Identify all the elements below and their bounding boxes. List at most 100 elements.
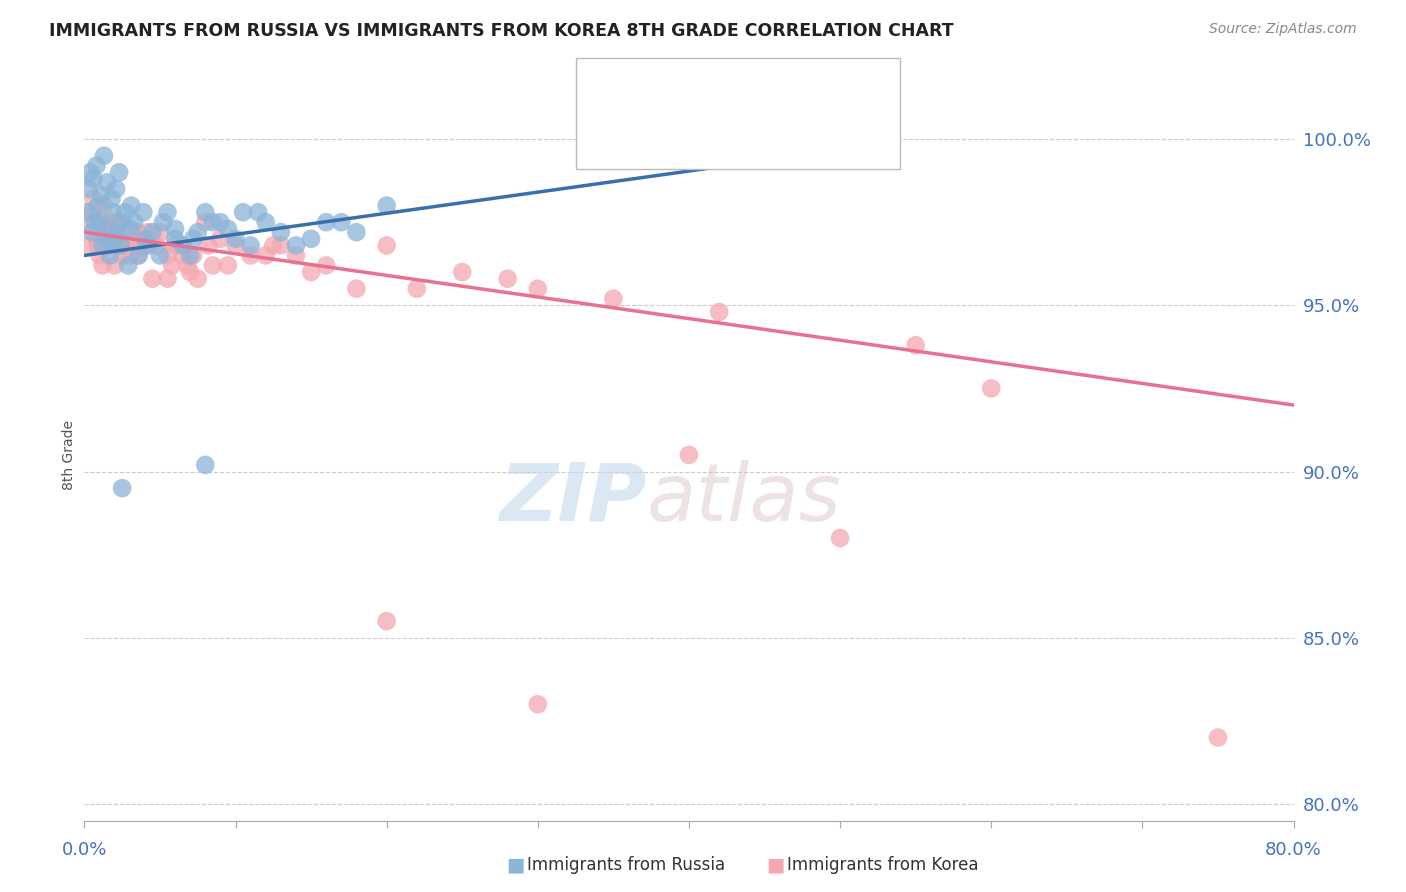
Point xyxy=(108,165,131,179)
Point xyxy=(904,338,927,352)
Point xyxy=(122,215,145,229)
Point xyxy=(127,225,149,239)
Point xyxy=(110,238,132,252)
Point xyxy=(709,305,731,319)
Point xyxy=(254,215,277,229)
Point xyxy=(270,238,292,252)
Point xyxy=(77,182,100,196)
Text: 0.0%: 0.0% xyxy=(62,840,107,859)
Point xyxy=(93,198,115,212)
Point xyxy=(156,248,179,262)
Point xyxy=(107,225,129,239)
Point xyxy=(94,225,117,239)
Point xyxy=(114,205,136,219)
Point xyxy=(149,248,172,262)
Point xyxy=(165,222,187,236)
Point xyxy=(94,232,117,246)
Text: ZIP: ZIP xyxy=(499,459,647,538)
Point xyxy=(82,172,104,186)
Point xyxy=(330,215,353,229)
Point xyxy=(315,259,337,273)
Text: ■: ■ xyxy=(766,855,785,875)
Point xyxy=(225,238,247,252)
Point xyxy=(131,238,153,252)
Point xyxy=(104,232,127,246)
Point xyxy=(108,215,131,229)
Point xyxy=(84,215,107,229)
Text: atlas: atlas xyxy=(647,459,841,538)
Point xyxy=(194,458,217,472)
Point xyxy=(107,232,129,246)
Point xyxy=(156,205,179,219)
Point xyxy=(114,238,136,252)
Point xyxy=(299,232,322,246)
Point xyxy=(176,259,198,273)
Point xyxy=(299,265,322,279)
Point xyxy=(239,238,262,252)
Point xyxy=(100,192,122,206)
Point xyxy=(209,232,232,246)
Point xyxy=(101,205,124,219)
Point xyxy=(105,215,128,229)
Point xyxy=(451,265,474,279)
Point xyxy=(121,232,143,246)
Point xyxy=(315,215,337,229)
Point xyxy=(98,248,121,262)
Point xyxy=(172,248,194,262)
Point xyxy=(232,205,254,219)
Point xyxy=(181,248,204,262)
Point xyxy=(132,205,155,219)
Point xyxy=(346,282,368,296)
Point xyxy=(346,225,368,239)
Y-axis label: 8th Grade: 8th Grade xyxy=(62,420,76,490)
Point xyxy=(201,215,224,229)
Text: ■: ■ xyxy=(600,136,619,155)
Text: ■: ■ xyxy=(506,855,524,875)
Point xyxy=(165,232,187,246)
Text: Immigrants from Russia: Immigrants from Russia xyxy=(527,856,725,874)
Point xyxy=(117,259,139,273)
Point xyxy=(160,259,183,273)
Point xyxy=(201,259,224,273)
Point xyxy=(87,238,110,252)
Point xyxy=(247,205,270,219)
Text: R = -0.180   N = 65: R = -0.180 N = 65 xyxy=(626,136,789,154)
Point xyxy=(93,149,115,163)
Point xyxy=(1206,731,1229,745)
Point xyxy=(128,248,150,262)
Point xyxy=(105,182,128,196)
Point xyxy=(217,259,239,273)
Point xyxy=(197,238,219,252)
Point xyxy=(146,238,169,252)
Point xyxy=(87,198,110,212)
Point xyxy=(120,198,142,212)
Point xyxy=(136,238,159,252)
Point xyxy=(115,238,138,252)
Point xyxy=(97,238,120,252)
Point xyxy=(149,225,172,239)
Point xyxy=(118,222,141,236)
Point xyxy=(76,205,98,219)
Point xyxy=(496,271,519,285)
Text: Immigrants from Korea: Immigrants from Korea xyxy=(787,856,979,874)
Point xyxy=(375,198,398,212)
Point xyxy=(141,225,163,239)
Point xyxy=(165,238,187,252)
Point xyxy=(101,225,124,239)
Point xyxy=(262,238,284,252)
Point xyxy=(127,248,149,262)
Point xyxy=(527,698,550,712)
Point xyxy=(239,248,262,262)
Point xyxy=(270,225,292,239)
Point xyxy=(179,265,201,279)
Point xyxy=(104,259,127,273)
Point xyxy=(89,215,111,229)
Point xyxy=(225,232,247,246)
Point xyxy=(86,232,108,246)
Point xyxy=(86,159,108,173)
Point xyxy=(406,282,429,296)
Point xyxy=(375,238,398,252)
Point xyxy=(79,165,101,179)
Point xyxy=(187,271,209,285)
Point xyxy=(91,259,114,273)
